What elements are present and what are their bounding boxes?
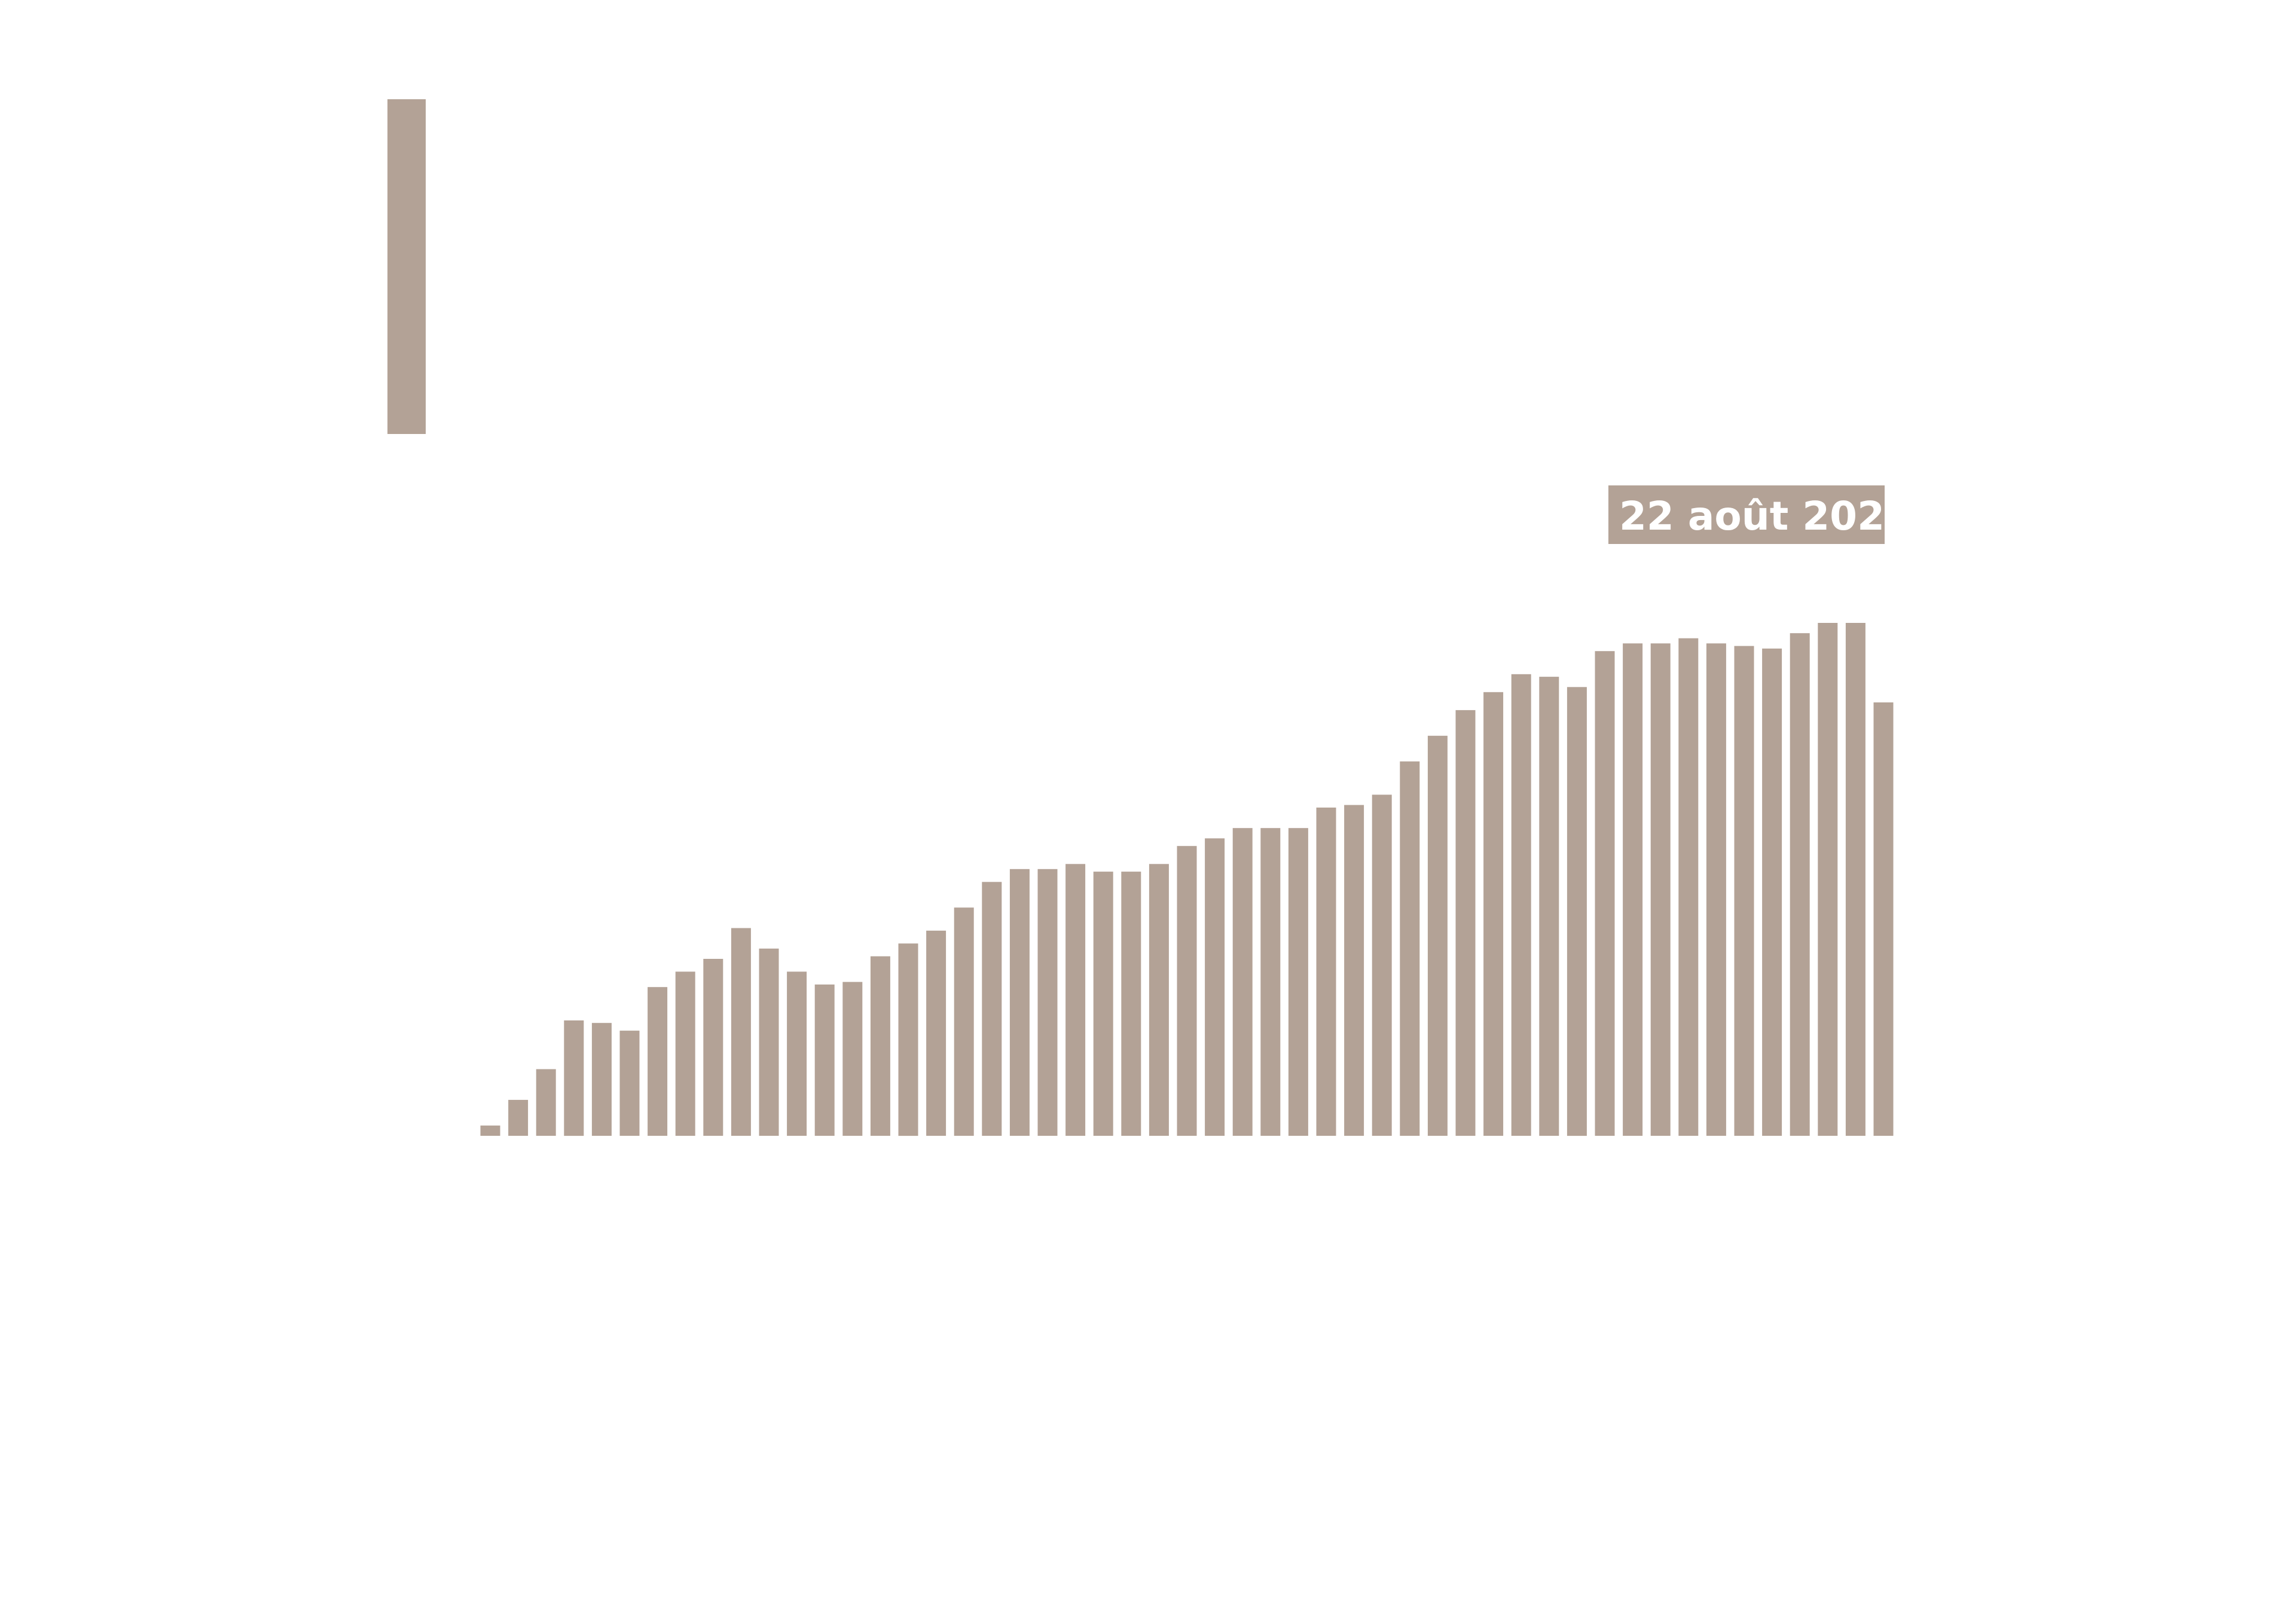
bar (1873, 702, 1894, 1136)
date-label-background (1608, 485, 1885, 544)
bar (1260, 828, 1281, 1136)
date-label-text: 22 août 2020 (1619, 493, 1912, 539)
bar (591, 1023, 612, 1136)
bar (1288, 828, 1308, 1136)
bar (982, 882, 1002, 1136)
bar (1093, 872, 1113, 1136)
bar (1706, 643, 1726, 1136)
bar (1511, 674, 1531, 1136)
bar (564, 1020, 584, 1136)
bar (1149, 864, 1169, 1136)
bar (675, 971, 695, 1136)
bar (1121, 872, 1141, 1136)
bar (1316, 807, 1336, 1136)
bar (1678, 638, 1699, 1136)
bar (842, 982, 863, 1136)
bar (1205, 838, 1225, 1136)
legend-swatch (387, 99, 426, 434)
bar (480, 1125, 500, 1136)
bar (619, 1031, 640, 1136)
bar (648, 987, 668, 1136)
bar (536, 1069, 556, 1136)
date-label: 22 août 2020 (1608, 485, 1912, 544)
bar (926, 930, 947, 1136)
bar (1009, 869, 1030, 1136)
bar (1650, 643, 1671, 1136)
bar (1567, 687, 1587, 1136)
bar (1790, 633, 1810, 1136)
bar (1595, 651, 1615, 1136)
bar (1762, 648, 1782, 1136)
bar (1818, 623, 1838, 1136)
bar (731, 928, 751, 1136)
bar (703, 959, 723, 1136)
bar (1427, 735, 1448, 1136)
bar (1232, 828, 1253, 1136)
bar (1845, 623, 1866, 1136)
bar (1483, 692, 1504, 1136)
bar (508, 1099, 529, 1136)
bar (759, 948, 779, 1136)
bar (870, 956, 890, 1136)
bar (1623, 643, 1643, 1136)
bar (1344, 805, 1364, 1136)
bars-group (480, 623, 1894, 1136)
bar (1400, 761, 1420, 1136)
bar (1037, 869, 1058, 1136)
bar (898, 943, 918, 1136)
bar (787, 971, 807, 1136)
bar (1455, 710, 1476, 1136)
bar (814, 984, 835, 1136)
bar (1372, 794, 1392, 1136)
bar (1065, 864, 1086, 1136)
bar (954, 907, 974, 1136)
bar (1734, 646, 1754, 1136)
bar (1177, 846, 1197, 1136)
bar (1539, 677, 1559, 1136)
